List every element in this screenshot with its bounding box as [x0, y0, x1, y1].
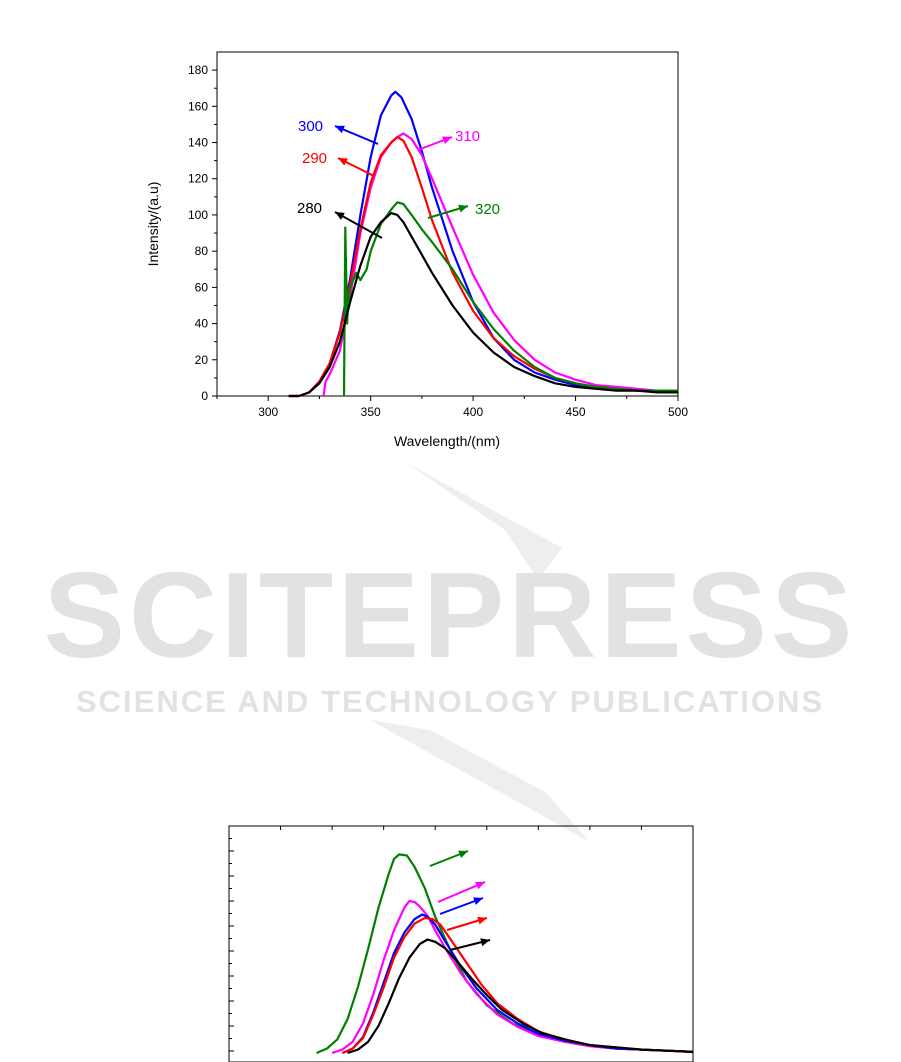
data-series-2 [316, 853, 694, 1055]
annotation-label-290: 290 [302, 150, 327, 167]
series-line-2-2 [341, 913, 694, 1055]
watermark-title: SCITEPRESS [44, 547, 857, 683]
series-line-2-4 [347, 938, 694, 1055]
x-tick-label: 350 [361, 405, 381, 419]
plot-frame [216, 51, 679, 397]
y-axis-title: Intensity/(a.u) [145, 182, 161, 267]
y-tick-label: 80 [195, 244, 209, 258]
x-tick-label: 400 [463, 405, 483, 419]
y-tick-label: 160 [188, 99, 208, 113]
second-spectrum-chart [228, 825, 694, 1062]
x-tick-label: 450 [566, 405, 586, 419]
series-line-2-0 [316, 853, 694, 1055]
series-line-320 [342, 201, 678, 397]
series-line-280 [288, 212, 678, 398]
watermark-logo: SCITEPRESS SCIENCE AND TECHNOLOGY PUBLIC… [44, 462, 857, 842]
y-tick-label: 120 [188, 172, 208, 186]
annotation-arrow-2-3 [446, 916, 488, 931]
x-axis-title: Wavelength/(nm) [394, 433, 500, 449]
annotation-arrow-2-1 [437, 881, 486, 903]
y-tick-label: 40 [195, 317, 209, 331]
watermark-subtitle: SCIENCE AND TECHNOLOGY PUBLICATIONS [76, 684, 824, 719]
annotation-label-320: 320 [475, 201, 500, 218]
annotation-arrow-2-2 [439, 897, 484, 915]
y-tick-label: 180 [188, 63, 208, 77]
annotation-arrow-310 [417, 136, 453, 151]
annotation-arrow-290 [337, 157, 375, 177]
annotation-arrow-320 [427, 204, 469, 219]
y-tick-label: 0 [201, 389, 208, 403]
annotation-arrow-300 [334, 125, 379, 145]
axis-ticks: 300 350 400 450 500 0 20 40 60 80 100 120 140 160 180 [188, 63, 688, 419]
data-series [288, 90, 678, 398]
annotation-arrow-280 [334, 211, 383, 239]
x-tick-label: 300 [258, 405, 278, 419]
y-tick-label: 20 [195, 353, 209, 367]
y-tick-label: 140 [188, 136, 208, 150]
y-tick-label: 100 [188, 208, 208, 222]
x-tick-label: 500 [668, 405, 688, 419]
axis-ticks-2 [228, 826, 694, 1052]
series-line-300 [288, 90, 678, 398]
annotation-label-300: 300 [298, 118, 323, 135]
annotation-arrow-2-0 [429, 850, 469, 867]
annotation-arrows-2 [429, 850, 491, 951]
emission-spectrum-chart: 300 350 400 450 500020406080100120140160180 … [145, 51, 688, 449]
annotations: 300 310 290 320 280 [297, 118, 500, 239]
plot-frame-2 [228, 825, 694, 1062]
annotation-label-280: 280 [297, 200, 322, 217]
annotation-arrow-2-4 [449, 938, 491, 951]
annotation-label-310: 310 [455, 128, 480, 145]
y-tick-label: 60 [195, 280, 209, 294]
